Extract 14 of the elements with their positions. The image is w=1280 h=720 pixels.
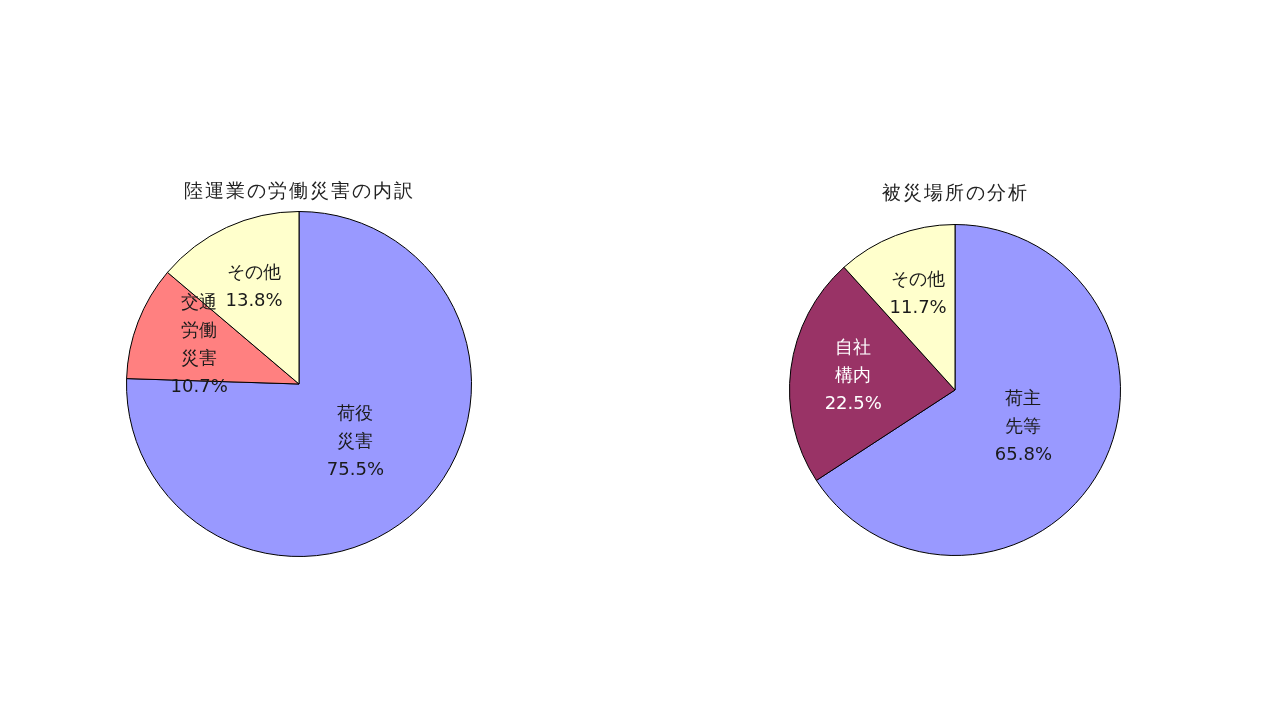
data-label: 22.5% (824, 392, 882, 414)
slice-label: 荷主先等 (1005, 386, 1042, 436)
data-label: 75.5% (326, 457, 385, 479)
chart-title: 陸運業の労働災害の内訳 (182, 178, 416, 203)
chart-title: 被災場所の分析 (880, 180, 1030, 205)
data-label: 65.8% (994, 442, 1052, 464)
slice-label: 交通労働災害 (181, 291, 218, 369)
slice-label: その他 (227, 260, 282, 282)
slice-label: 荷役災害 (337, 401, 374, 451)
slice-label: 自社構内 (835, 336, 872, 386)
data-label: 13.8% (225, 288, 283, 310)
data-label: 11.7% (889, 295, 947, 317)
slice-label: その他 (891, 267, 946, 289)
data-label: 10.7% (170, 375, 228, 397)
